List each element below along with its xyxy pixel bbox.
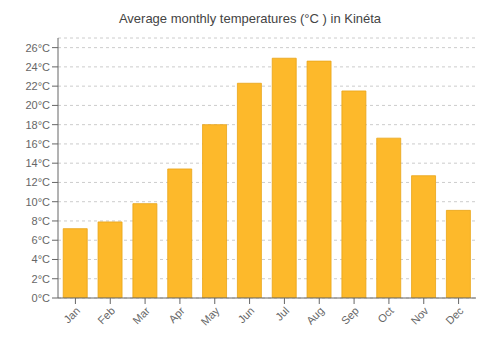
svg-text:16°C: 16°C [25, 138, 50, 150]
svg-text:20°C: 20°C [25, 99, 50, 111]
svg-text:Sep: Sep [339, 304, 361, 326]
svg-text:Dec: Dec [443, 304, 466, 327]
svg-text:22°C: 22°C [25, 80, 50, 92]
svg-text:0°C: 0°C [32, 292, 51, 304]
svg-text:6°C: 6°C [32, 234, 51, 246]
svg-text:2°C: 2°C [32, 273, 51, 285]
svg-text:10°C: 10°C [25, 196, 50, 208]
svg-text:14°C: 14°C [25, 157, 50, 169]
svg-text:Feb: Feb [95, 304, 117, 326]
svg-text:Nov: Nov [408, 304, 431, 327]
svg-text:8°C: 8°C [32, 215, 51, 227]
svg-text:Jan: Jan [61, 304, 82, 325]
svg-text:4°C: 4°C [32, 253, 51, 265]
svg-text:Mar: Mar [130, 304, 152, 326]
svg-text:26°C: 26°C [25, 42, 50, 54]
svg-text:May: May [199, 304, 223, 328]
svg-text:Apr: Apr [166, 304, 187, 325]
svg-text:Jun: Jun [235, 304, 256, 325]
svg-text:Jul: Jul [273, 304, 291, 322]
svg-text:Aug: Aug [304, 304, 326, 326]
svg-text:24°C: 24°C [25, 61, 50, 73]
svg-text:12°C: 12°C [25, 176, 50, 188]
svg-text:18°C: 18°C [25, 119, 50, 131]
html-text:Average monthly temperatures (: Average monthly temperatures (°C ) in Ki… [118, 11, 382, 26]
svg-text:Oct: Oct [375, 304, 396, 325]
